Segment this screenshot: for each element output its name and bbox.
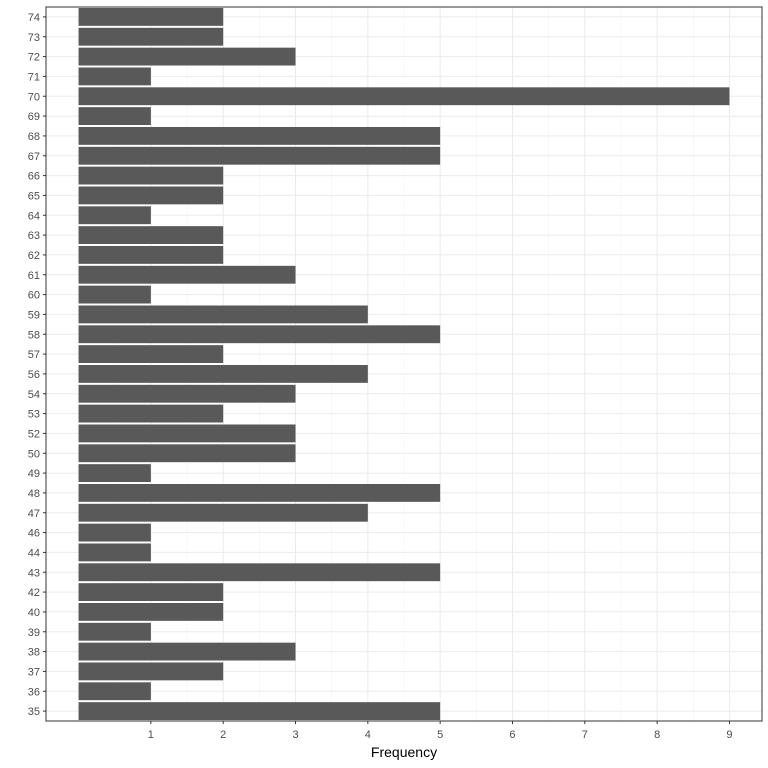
y-tick-label: 37 xyxy=(28,666,40,678)
bar-62 xyxy=(78,245,224,264)
y-tick-label: 47 xyxy=(28,508,40,520)
axes: 3536373839404243444647484950525354565758… xyxy=(28,12,733,741)
bar-63 xyxy=(78,226,224,245)
y-tick-label: 71 xyxy=(28,71,40,83)
bar-67 xyxy=(78,146,441,165)
x-tick-label: 3 xyxy=(292,729,298,741)
x-tick-label: 8 xyxy=(654,729,660,741)
bar-56 xyxy=(78,364,368,383)
bar-42 xyxy=(78,583,224,602)
bar-57 xyxy=(78,345,224,364)
bar-47 xyxy=(78,503,368,522)
y-tick-label: 58 xyxy=(28,329,40,341)
x-tick-label: 7 xyxy=(582,729,588,741)
y-tick-label: 56 xyxy=(28,369,40,381)
y-tick-label: 40 xyxy=(28,607,40,619)
x-tick-label: 9 xyxy=(726,729,732,741)
y-tick-label: 48 xyxy=(28,488,40,500)
y-tick-label: 65 xyxy=(28,190,40,202)
y-tick-label: 66 xyxy=(28,171,40,183)
x-tick-label: 5 xyxy=(437,729,443,741)
panel-border xyxy=(45,6,763,722)
bar-37 xyxy=(78,662,224,681)
y-tick-label: 46 xyxy=(28,528,40,540)
y-tick-label: 38 xyxy=(28,647,40,659)
bar-54 xyxy=(78,384,296,403)
bar-73 xyxy=(78,27,224,46)
bars xyxy=(78,7,730,721)
bar-53 xyxy=(78,404,224,423)
bar-35 xyxy=(78,702,441,721)
bar-46 xyxy=(78,523,151,542)
x-tick-label: 1 xyxy=(148,729,154,741)
y-tick-label: 35 xyxy=(28,706,40,718)
bar-66 xyxy=(78,166,224,185)
y-tick-label: 52 xyxy=(28,428,40,440)
y-tick-label: 64 xyxy=(28,210,40,222)
bar-65 xyxy=(78,186,224,205)
bar-40 xyxy=(78,602,224,621)
bar-60 xyxy=(78,285,151,304)
y-tick-label: 60 xyxy=(28,290,40,302)
y-tick-label: 73 xyxy=(28,32,40,44)
x-axis-title: Frequency xyxy=(371,744,437,760)
y-tick-label: 74 xyxy=(28,12,40,24)
bar-39 xyxy=(78,622,151,641)
y-tick-label: 36 xyxy=(28,686,40,698)
bar-50 xyxy=(78,444,296,463)
bar-71 xyxy=(78,67,151,86)
y-tick-label: 50 xyxy=(28,448,40,460)
y-tick-label: 70 xyxy=(28,91,40,103)
y-tick-label: 54 xyxy=(28,389,40,401)
bar-61 xyxy=(78,265,296,284)
grid-lines xyxy=(46,7,762,721)
y-tick-label: 53 xyxy=(28,409,40,421)
bar-36 xyxy=(78,682,151,701)
bar-69 xyxy=(78,107,151,126)
y-tick-label: 57 xyxy=(28,349,40,361)
bar-44 xyxy=(78,543,151,562)
y-tick-label: 49 xyxy=(28,468,40,480)
bar-68 xyxy=(78,126,441,145)
bar-59 xyxy=(78,305,368,324)
bar-58 xyxy=(78,325,441,344)
y-tick-label: 42 xyxy=(28,587,40,599)
x-tick-label: 4 xyxy=(365,729,371,741)
x-tick-label: 6 xyxy=(509,729,515,741)
bar-72 xyxy=(78,47,296,66)
bar-38 xyxy=(78,642,296,661)
y-tick-label: 72 xyxy=(28,52,40,64)
y-tick-label: 43 xyxy=(28,567,40,579)
y-tick-label: 62 xyxy=(28,250,40,262)
bar-52 xyxy=(78,424,296,443)
bar-64 xyxy=(78,206,151,225)
y-tick-label: 59 xyxy=(28,309,40,321)
x-tick-label: 2 xyxy=(220,729,226,741)
y-tick-label: 61 xyxy=(28,270,40,282)
y-tick-label: 68 xyxy=(28,131,40,143)
y-tick-label: 69 xyxy=(28,111,40,123)
bar-43 xyxy=(78,563,441,582)
bar-48 xyxy=(78,483,441,502)
y-tick-label: 67 xyxy=(28,151,40,163)
bar-70 xyxy=(78,87,730,106)
bar-49 xyxy=(78,464,151,483)
y-tick-label: 44 xyxy=(28,547,40,559)
bar-74 xyxy=(78,7,224,26)
y-tick-label: 63 xyxy=(28,230,40,242)
y-tick-label: 39 xyxy=(28,627,40,639)
